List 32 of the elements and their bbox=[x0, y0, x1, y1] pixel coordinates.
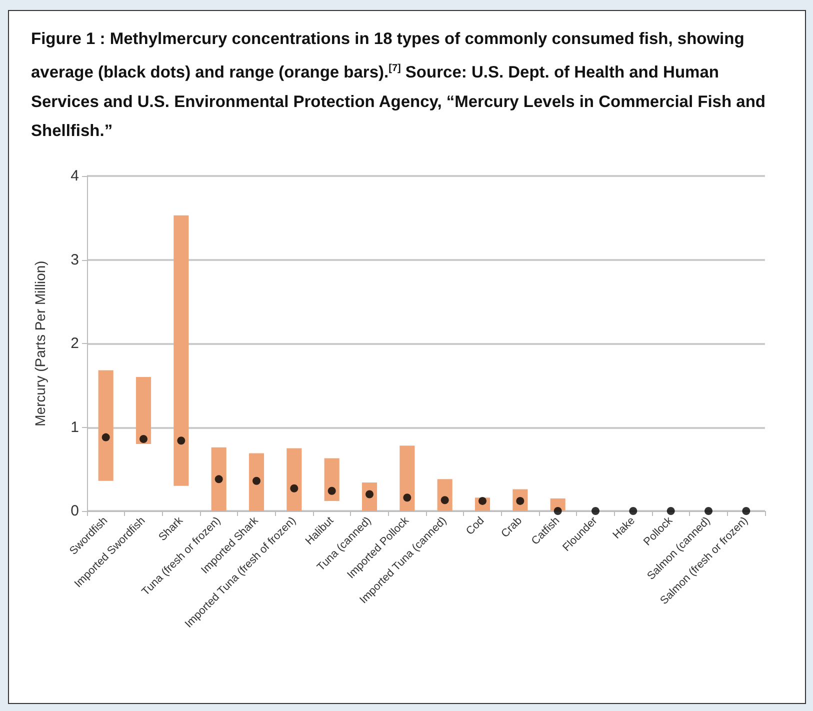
point bbox=[102, 432, 110, 441]
bar bbox=[324, 458, 340, 500]
y-tick-label: 1 bbox=[70, 418, 79, 436]
point bbox=[629, 506, 638, 514]
point bbox=[440, 496, 449, 504]
point bbox=[704, 506, 712, 514]
point bbox=[592, 506, 600, 514]
y-tick-label: 2 bbox=[70, 334, 79, 352]
y-tick-label: 0 bbox=[70, 502, 79, 519]
y-tick-label: 4 bbox=[70, 167, 79, 184]
point bbox=[252, 476, 260, 484]
point bbox=[403, 493, 412, 502]
point bbox=[177, 436, 186, 444]
x-tick-label: Crab bbox=[499, 514, 524, 540]
bar bbox=[248, 452, 264, 510]
x-tick-label: Cod bbox=[464, 514, 487, 537]
bar bbox=[136, 376, 152, 444]
point bbox=[666, 506, 675, 514]
point bbox=[742, 506, 750, 514]
point bbox=[328, 486, 336, 494]
point bbox=[290, 484, 298, 492]
y-axis-title: Mercury (Parts Per Million) bbox=[32, 260, 48, 426]
point bbox=[140, 434, 148, 442]
bar bbox=[400, 445, 415, 510]
point bbox=[554, 506, 562, 514]
y-tick-label: 3 bbox=[70, 250, 79, 268]
bar bbox=[286, 448, 302, 510]
point bbox=[214, 474, 223, 483]
bar bbox=[211, 446, 226, 510]
bar bbox=[174, 214, 189, 486]
chart-title: Figure 1 : Methylmercury concentrations in 18 types of commonly consumed fish, showing average (black dots) and range (orange bars).$^{[7]}$ Source: U.S. Dept. of Health and Human Services and U.S. Environmental Protection Agency, “Mercury Levels in Commercial Fish and Shellfish.” bbox=[31, 29, 766, 142]
bar bbox=[98, 370, 114, 480]
